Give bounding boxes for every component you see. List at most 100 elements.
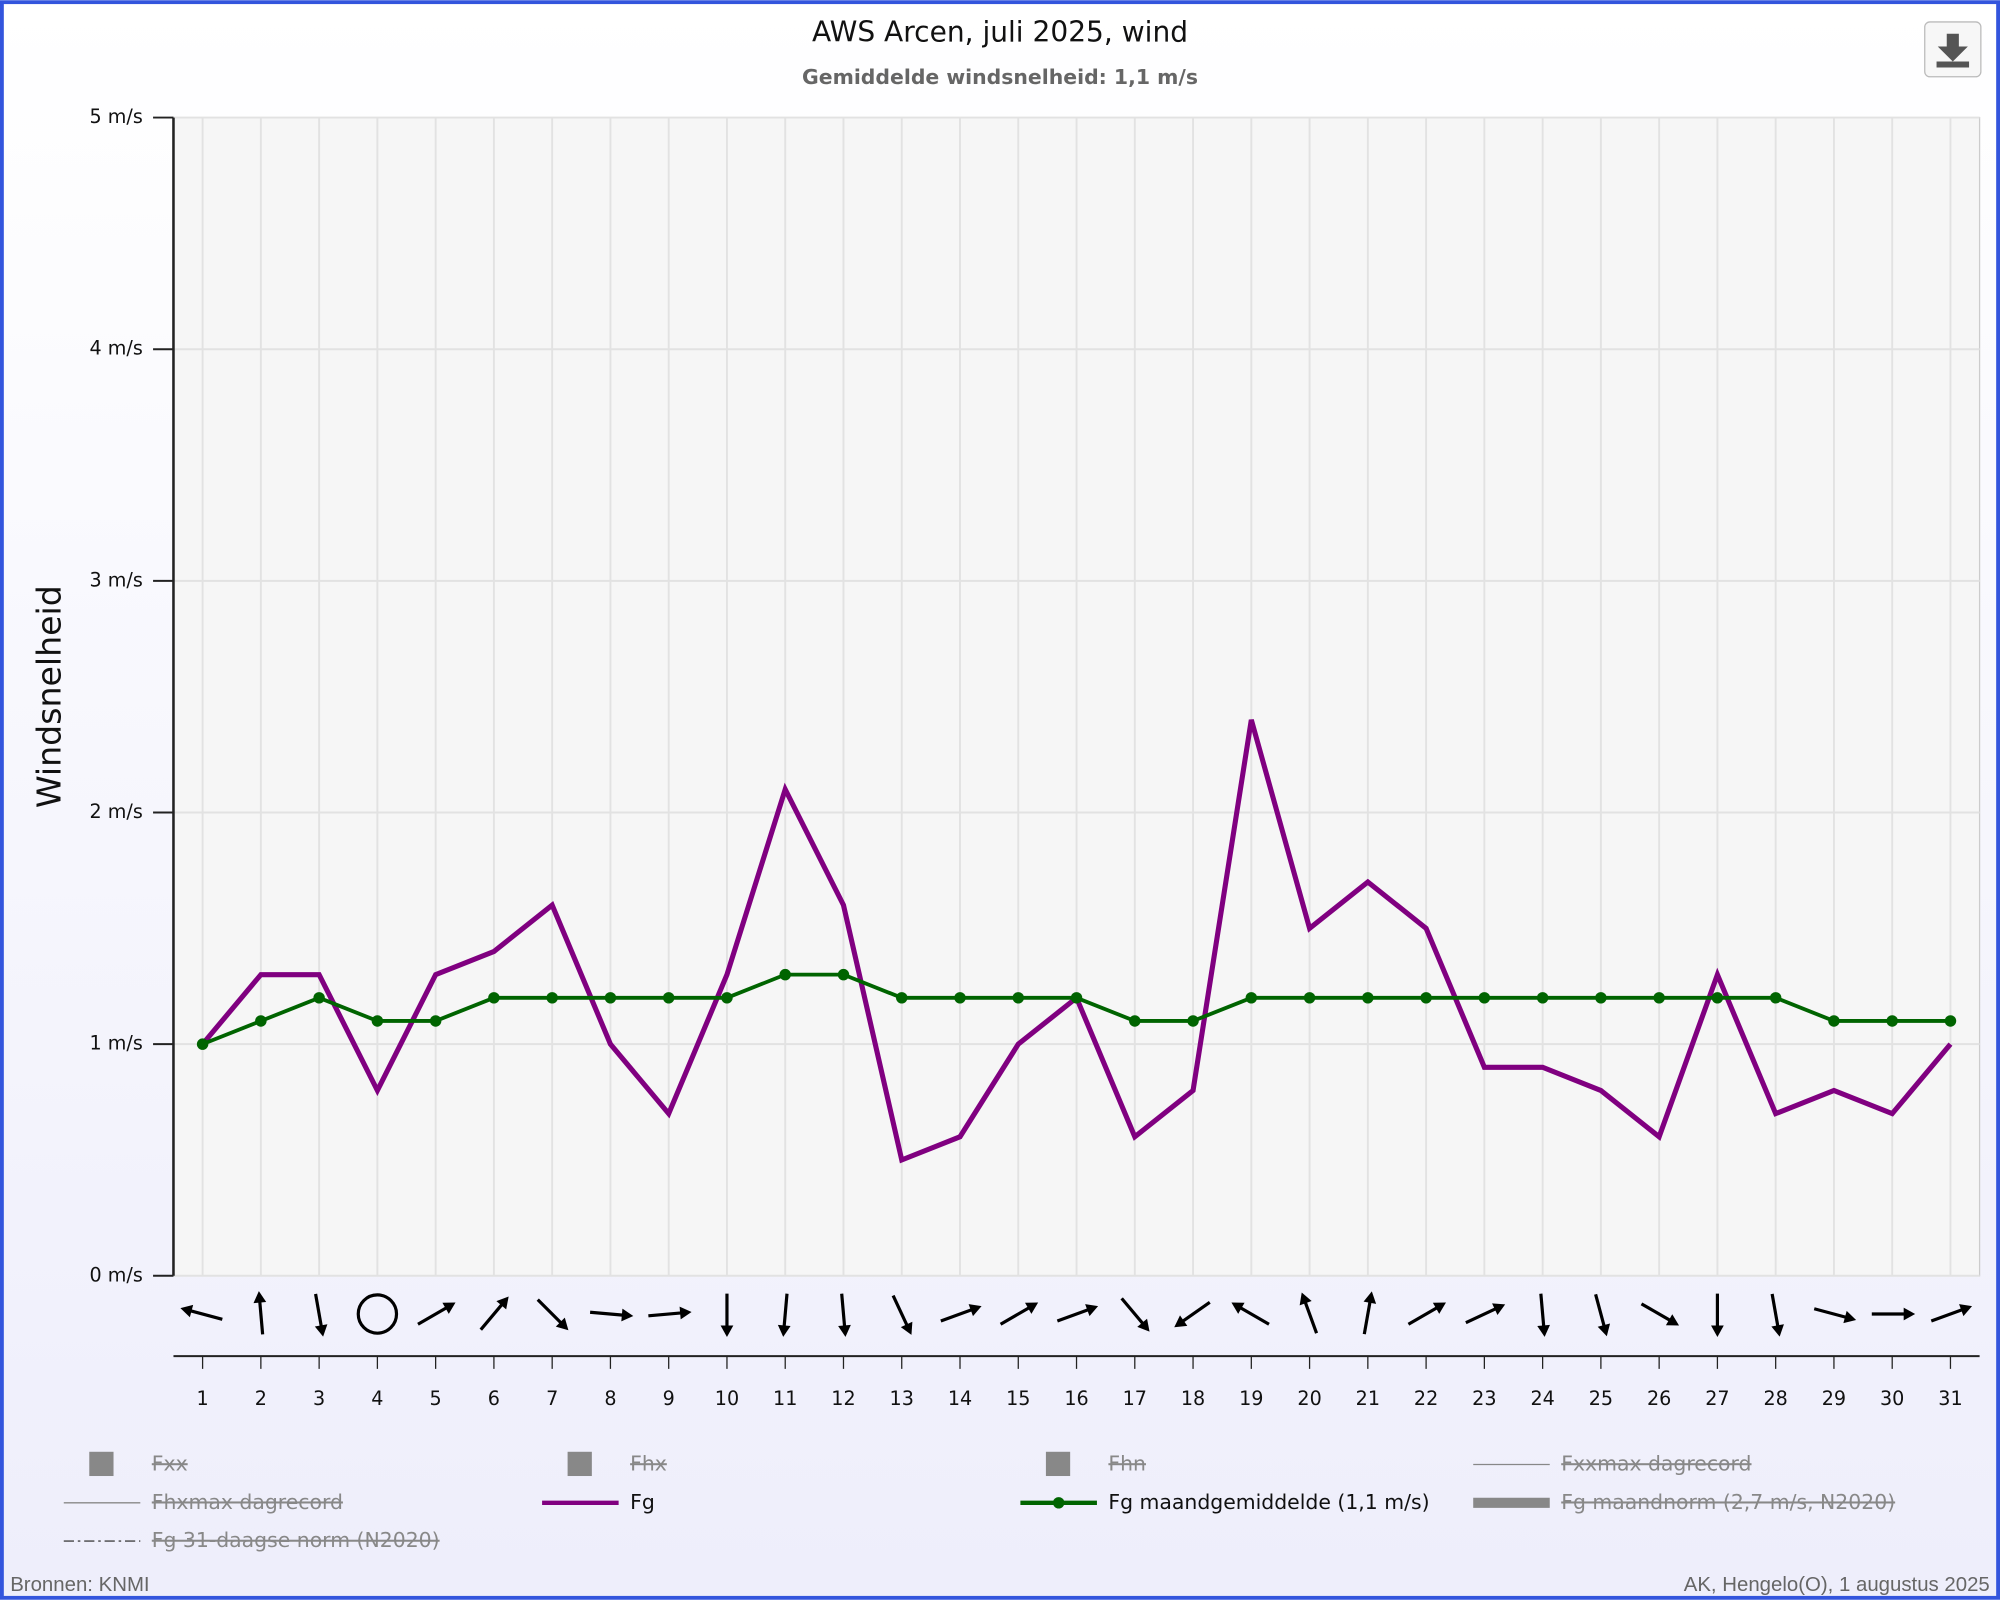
arrow-shaft <box>187 1308 223 1321</box>
arrow-head <box>1903 1307 1916 1321</box>
wind-arrow <box>1770 1293 1784 1337</box>
wind-arrow <box>777 1293 791 1337</box>
wind-arrow <box>720 1293 734 1337</box>
series-point <box>1711 992 1724 1004</box>
arrow-head <box>679 1306 692 1320</box>
arrow-shaft <box>479 1301 505 1331</box>
download-button[interactable] <box>1924 21 1982 78</box>
arrow-shaft <box>417 1304 450 1326</box>
credit: AK, Hengelo(O), 1 augustus 2025 <box>1684 1574 1990 1596</box>
arrow-head <box>442 1302 456 1314</box>
wind-arrow <box>648 1306 692 1320</box>
wind-arrow <box>999 1302 1039 1326</box>
x-tick-label: 1 <box>197 1387 209 1410</box>
arrow-shaft <box>782 1293 789 1330</box>
arrow-shaft <box>1237 1304 1270 1326</box>
y-tick-label: 3 m/s <box>90 568 143 591</box>
wind-arrow <box>1813 1307 1857 1324</box>
wind-arrow <box>1299 1292 1319 1334</box>
legend-label: Fxx <box>152 1452 188 1476</box>
x-tick-label: 18 <box>1181 1387 1205 1410</box>
legend-item[interactable]: Fg <box>542 1490 655 1514</box>
y-tick-label: 0 m/s <box>90 1263 143 1286</box>
legend-item[interactable]: Fxxmax dagrecord <box>1473 1452 1752 1476</box>
arrow-head <box>1492 1303 1506 1315</box>
series-point <box>604 992 617 1004</box>
legend-item[interactable]: Fxx <box>89 1451 188 1477</box>
download-icon[interactable] <box>1936 33 1970 68</box>
series-point <box>1420 992 1432 1004</box>
wind-arrow <box>1640 1302 1680 1326</box>
arrow-head <box>1025 1302 1039 1314</box>
legend-symbol <box>89 1451 114 1477</box>
x-tick-label: 24 <box>1530 1387 1554 1410</box>
arrow-shaft <box>314 1293 324 1330</box>
x-tick-label: 27 <box>1705 1387 1729 1410</box>
arrow-shaft <box>1539 1293 1546 1330</box>
legend-label: Fg maandnorm (2,7 m/s, N2020) <box>1561 1490 1895 1514</box>
wind-arrow <box>1120 1297 1150 1332</box>
arrow-shaft <box>1120 1297 1146 1327</box>
series-point <box>1245 992 1258 1004</box>
x-tick-label: 13 <box>890 1387 914 1410</box>
x-tick-label: 19 <box>1239 1387 1263 1410</box>
legend-item[interactable]: Fhxmax dagrecord <box>63 1490 343 1514</box>
series-point <box>313 992 325 1004</box>
chart-subtitle: Gemiddelde windsnelheid: 1,1 m/s <box>802 65 1198 89</box>
arrow-head <box>1959 1304 1973 1317</box>
x-tick-label: 20 <box>1297 1387 1321 1410</box>
arrow-head <box>1597 1323 1611 1337</box>
series-point <box>1362 992 1374 1004</box>
wind-arrow <box>838 1293 851 1337</box>
arrow-head <box>496 1296 509 1310</box>
legend-item[interactable]: Fg maandnorm (2,7 m/s, N2020) <box>1473 1490 1895 1514</box>
x-tick-label: 6 <box>488 1387 500 1410</box>
y-tick-label: 1 m/s <box>90 1032 143 1055</box>
series-point <box>1478 992 1491 1004</box>
series-point <box>954 992 966 1004</box>
wind-arrow <box>253 1291 267 1335</box>
series-point <box>429 1015 442 1027</box>
series-point <box>255 1015 267 1027</box>
legend-label: Fhx <box>630 1452 667 1476</box>
series-point <box>1944 1015 1957 1027</box>
wind-arrow <box>1711 1293 1724 1337</box>
legend-label: Fhn <box>1108 1452 1146 1476</box>
series-point <box>488 992 500 1004</box>
x-tick-label: 9 <box>663 1387 675 1410</box>
arrow-shaft <box>891 1294 910 1329</box>
arrow-head <box>1771 1324 1784 1337</box>
arrow-shaft <box>1179 1301 1211 1325</box>
x-tick-label: 10 <box>715 1387 739 1410</box>
legend-marker <box>1052 1497 1065 1509</box>
y-axis-title: Windsnelheid <box>30 585 69 808</box>
arrow-head <box>1299 1292 1312 1306</box>
wind-arrow <box>589 1308 634 1322</box>
wind-arrow <box>536 1298 569 1331</box>
x-tick-label: 28 <box>1764 1387 1788 1410</box>
arrow-shaft <box>648 1311 685 1318</box>
legend-label: Fhxmax dagrecord <box>152 1490 343 1514</box>
arrow-head <box>555 1317 569 1331</box>
series-point <box>1012 992 1025 1004</box>
x-tick-label: 22 <box>1414 1387 1438 1410</box>
wind-arrow <box>1231 1302 1270 1326</box>
arrow-shaft <box>1594 1293 1607 1330</box>
arrow-head <box>621 1308 634 1322</box>
x-tick-label: 5 <box>430 1387 442 1410</box>
legend-item[interactable]: Fhx <box>567 1452 667 1477</box>
arrow-shaft <box>536 1298 565 1326</box>
arrow-shaft <box>999 1304 1033 1326</box>
legend-item[interactable]: Fg maandgemiddelde (1,1 m/s) <box>1020 1490 1430 1514</box>
arrow-head <box>314 1324 328 1337</box>
series-point <box>1070 992 1083 1004</box>
series-point <box>1187 1015 1199 1027</box>
arrow-shaft <box>589 1310 626 1317</box>
arrow-shaft <box>840 1293 847 1330</box>
legend-item[interactable]: Fg 31-daagse norm (N2020) <box>63 1528 440 1552</box>
wind-arrow <box>1407 1302 1446 1326</box>
legend-item[interactable]: Fhn <box>1045 1452 1146 1477</box>
arrow-head <box>253 1291 267 1304</box>
x-tick-label: 16 <box>1064 1387 1088 1410</box>
legend-label: Fg 31-daagse norm (N2020) <box>152 1528 440 1552</box>
